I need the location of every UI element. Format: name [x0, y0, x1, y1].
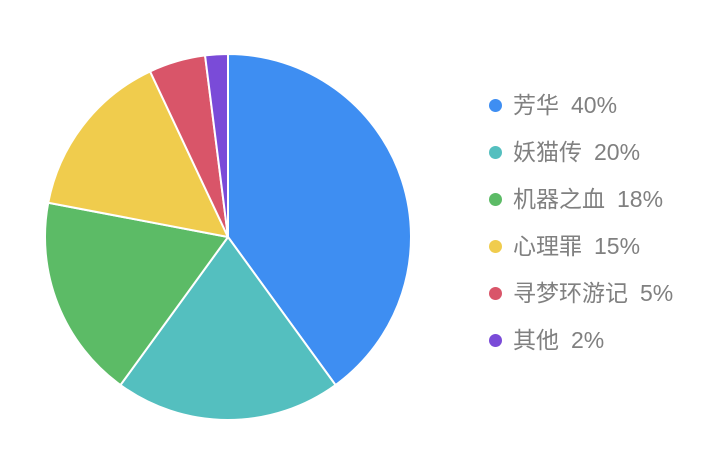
legend-item-3[interactable]: 机器之血 18%	[489, 176, 673, 223]
pie-slice-2[interactable]	[119, 236, 337, 421]
legend-value: 5%	[640, 280, 674, 306]
legend-item-5[interactable]: 寻梦环游记 5%	[489, 270, 673, 317]
pie-slice-1[interactable]	[227, 53, 412, 387]
legend-dot-icon	[489, 240, 502, 253]
pie-slice-3[interactable]	[44, 201, 229, 387]
pie-slice-4[interactable]	[47, 70, 229, 238]
legend-value: 20%	[594, 139, 641, 165]
legend-label: 机器之血	[513, 186, 605, 212]
legend-item-6[interactable]: 其他 2%	[489, 317, 673, 364]
legend-dot-icon	[489, 334, 502, 347]
legend-item-2[interactable]: 妖猫传 20%	[489, 129, 673, 176]
legend-value: 15%	[594, 233, 641, 259]
legend-label: 寻梦环游记	[513, 280, 628, 306]
legend-item-1[interactable]: 芳华 40%	[489, 82, 673, 129]
chart-legend: 芳华 40% 妖猫传 20% 机器之血 18% 心理罪 15% 寻梦环游记 5% 其他 2%	[489, 82, 673, 364]
legend-dot-icon	[489, 287, 502, 300]
legend-value: 40%	[571, 92, 618, 118]
legend-dot-icon	[489, 146, 502, 159]
legend-label: 心理罪	[513, 233, 582, 259]
legend-label: 芳华	[513, 92, 559, 118]
legend-value: 18%	[617, 186, 664, 212]
legend-item-4[interactable]: 心理罪 15%	[489, 223, 673, 270]
legend-label: 其他	[513, 327, 559, 353]
legend-dot-icon	[489, 193, 502, 206]
pie-slice-6[interactable]	[204, 52, 229, 238]
legend-dot-icon	[489, 99, 502, 112]
legend-label: 妖猫传	[513, 139, 582, 165]
legend-value: 2%	[571, 327, 605, 353]
